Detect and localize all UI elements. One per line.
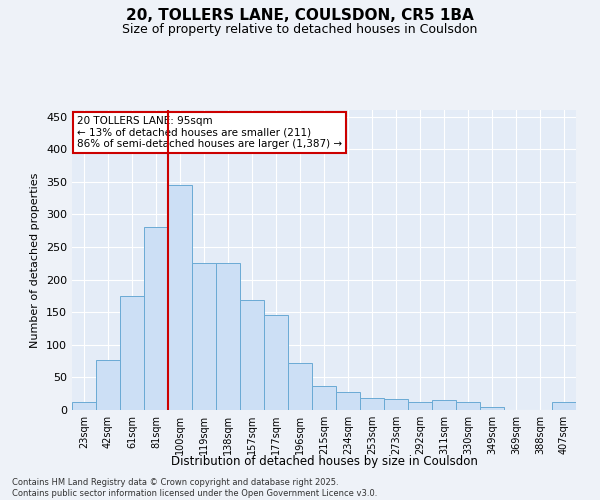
Bar	[312, 386, 336, 410]
Bar	[192, 264, 216, 410]
Bar	[264, 316, 288, 410]
Bar	[216, 264, 240, 410]
Bar	[480, 406, 504, 410]
Y-axis label: Number of detached properties: Number of detached properties	[31, 172, 40, 348]
Bar	[456, 402, 480, 410]
Bar	[288, 363, 312, 410]
Bar	[72, 402, 96, 410]
Text: Contains HM Land Registry data © Crown copyright and database right 2025.
Contai: Contains HM Land Registry data © Crown c…	[12, 478, 377, 498]
Text: Distribution of detached houses by size in Coulsdon: Distribution of detached houses by size …	[170, 455, 478, 468]
Bar	[168, 185, 192, 410]
Text: 20, TOLLERS LANE, COULSDON, CR5 1BA: 20, TOLLERS LANE, COULSDON, CR5 1BA	[126, 8, 474, 22]
Bar	[240, 300, 264, 410]
Bar	[384, 399, 408, 410]
Bar	[96, 360, 120, 410]
Text: 20 TOLLERS LANE: 95sqm
← 13% of detached houses are smaller (211)
86% of semi-de: 20 TOLLERS LANE: 95sqm ← 13% of detached…	[77, 116, 342, 149]
Bar	[120, 296, 144, 410]
Bar	[144, 228, 168, 410]
Bar	[360, 398, 384, 410]
Text: Size of property relative to detached houses in Coulsdon: Size of property relative to detached ho…	[122, 22, 478, 36]
Bar	[408, 402, 432, 410]
Bar	[432, 400, 456, 410]
Bar	[336, 392, 360, 410]
Bar	[552, 402, 576, 410]
